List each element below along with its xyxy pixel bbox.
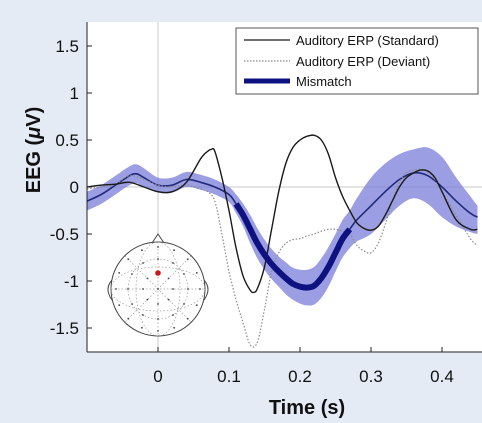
electrode-dot bbox=[157, 288, 159, 290]
head-nose bbox=[151, 233, 165, 244]
y-tick-label: 1.5 bbox=[55, 37, 79, 56]
electrode-dot bbox=[157, 246, 159, 248]
y-tick-label: -0.5 bbox=[50, 225, 79, 244]
y-tick-label: -1.5 bbox=[50, 319, 79, 338]
electrode-dot bbox=[146, 298, 149, 301]
legend-label-mismatch: Mismatch bbox=[296, 74, 352, 89]
y-tick-label: 0.5 bbox=[55, 131, 79, 150]
electrode-dot bbox=[186, 258, 189, 261]
electrode-dot bbox=[187, 288, 189, 290]
electrode-dot bbox=[118, 304, 121, 306]
tick-layer: 0 0.1 0.2 0.3 0.4 1.5 1 0.5 0 -0.5 -1 -1.5 bbox=[50, 37, 454, 386]
electrode-dot bbox=[118, 272, 121, 274]
x-tick-label: 0.1 bbox=[217, 367, 241, 386]
electrode-dot bbox=[127, 258, 130, 261]
y-tick-label: 0 bbox=[70, 178, 79, 197]
electrode-dot bbox=[141, 249, 143, 252]
electrode-dot bbox=[157, 318, 159, 320]
x-tick-label: 0 bbox=[153, 367, 162, 386]
standard-erp-line bbox=[87, 134, 478, 294]
electrode-dot bbox=[157, 303, 159, 305]
electrode-dot bbox=[157, 258, 159, 260]
electrode-dot bbox=[167, 298, 170, 301]
electrode-dot bbox=[146, 277, 149, 280]
electrode-dot bbox=[199, 288, 201, 290]
series-layer bbox=[87, 134, 478, 348]
legend: Auditory ERP (Standard) Auditory ERP (De… bbox=[235, 27, 479, 95]
electrode-dot bbox=[127, 288, 129, 290]
electrode-dot bbox=[131, 303, 133, 305]
x-axis-label: Time (s) bbox=[269, 397, 345, 419]
y-tick-label: -1 bbox=[64, 272, 79, 291]
electrode-dot bbox=[172, 314, 174, 316]
legend-label-standard: Auditory ERP (Standard) bbox=[296, 33, 439, 48]
electrode-dot bbox=[167, 277, 170, 280]
electrode-dot bbox=[142, 288, 144, 290]
electrode-dots bbox=[115, 246, 201, 332]
electrode-dot bbox=[115, 288, 117, 290]
electrode-dot bbox=[173, 249, 176, 252]
scalp-map-inset bbox=[107, 233, 209, 337]
mismatch-segment-line bbox=[233, 202, 353, 291]
electrode-dot bbox=[142, 314, 144, 316]
electrode-dot bbox=[142, 262, 144, 264]
electrode-dot bbox=[141, 326, 143, 329]
electrode-dot bbox=[172, 262, 174, 264]
electrode-dot bbox=[195, 304, 198, 306]
electrode-dot bbox=[183, 303, 185, 305]
mismatch-confidence-band bbox=[87, 147, 478, 306]
electrode-dot bbox=[127, 317, 130, 320]
legend-label-deviant: Auditory ERP (Deviant) bbox=[296, 54, 430, 69]
confidence-band-layer bbox=[87, 147, 478, 306]
marked-electrode bbox=[155, 270, 161, 276]
electrode-dot bbox=[157, 330, 159, 332]
electrode-dot bbox=[131, 273, 133, 275]
x-tick-label: 0.3 bbox=[359, 367, 383, 386]
y-tick-label: 1 bbox=[70, 84, 79, 103]
electrode-dot bbox=[186, 317, 189, 320]
x-tick-label: 0.2 bbox=[288, 367, 312, 386]
electrode-dot bbox=[183, 273, 185, 275]
electrode-dot bbox=[173, 326, 176, 329]
deviant-erp-line bbox=[87, 168, 478, 348]
x-tick-label: 0.4 bbox=[430, 367, 454, 386]
electrode-dot bbox=[195, 272, 198, 274]
electrode-dot bbox=[172, 288, 174, 290]
y-axis-label: EEG (μV) bbox=[23, 107, 45, 194]
